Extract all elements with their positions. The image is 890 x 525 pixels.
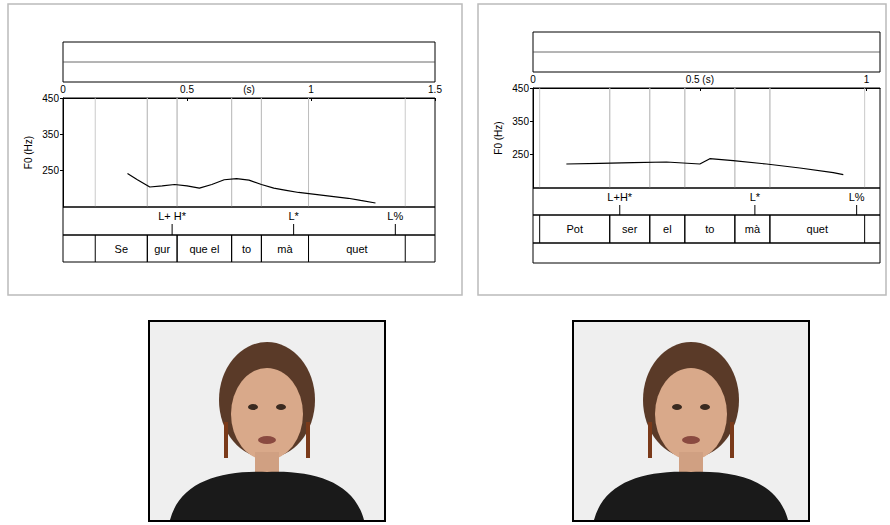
svg-text:quet: quet [807, 223, 828, 235]
svg-text:1: 1 [864, 74, 870, 85]
svg-text:0.5 (s): 0.5 (s) [686, 74, 714, 85]
svg-text:F0 (Hz): F0 (Hz) [493, 121, 504, 154]
svg-text:L*: L* [750, 191, 761, 203]
svg-text:450: 450 [42, 93, 59, 104]
svg-text:Pot: Pot [566, 223, 583, 235]
svg-text:F0 (Hz): F0 (Hz) [23, 136, 34, 169]
svg-text:Se: Se [115, 243, 128, 255]
svg-text:L*: L* [288, 210, 299, 222]
svg-text:quet: quet [346, 243, 367, 255]
svg-text:0: 0 [530, 74, 536, 85]
svg-text:350: 350 [42, 129, 59, 140]
svg-text:L+H*: L+H* [607, 191, 632, 203]
svg-text:250: 250 [512, 149, 529, 160]
svg-text:1.5: 1.5 [428, 84, 442, 95]
svg-text:(s): (s) [243, 84, 255, 95]
svg-text:ser: ser [622, 223, 638, 235]
svg-text:0: 0 [60, 84, 66, 95]
svg-text:que el: que el [189, 243, 219, 255]
svg-text:to: to [242, 243, 251, 255]
svg-text:L%: L% [849, 191, 865, 203]
svg-text:L+ H*: L+ H* [158, 210, 187, 222]
svg-text:L%: L% [387, 210, 403, 222]
svg-text:mà: mà [277, 243, 293, 255]
svg-text:1: 1 [308, 84, 314, 95]
svg-text:el: el [663, 223, 672, 235]
svg-text:to: to [705, 223, 714, 235]
svg-text:350: 350 [512, 116, 529, 127]
svg-text:450: 450 [512, 83, 529, 94]
svg-text:0.5: 0.5 [180, 84, 194, 95]
svg-text:mà: mà [745, 223, 761, 235]
svg-text:250: 250 [42, 165, 59, 176]
svg-text:gur: gur [154, 243, 170, 255]
